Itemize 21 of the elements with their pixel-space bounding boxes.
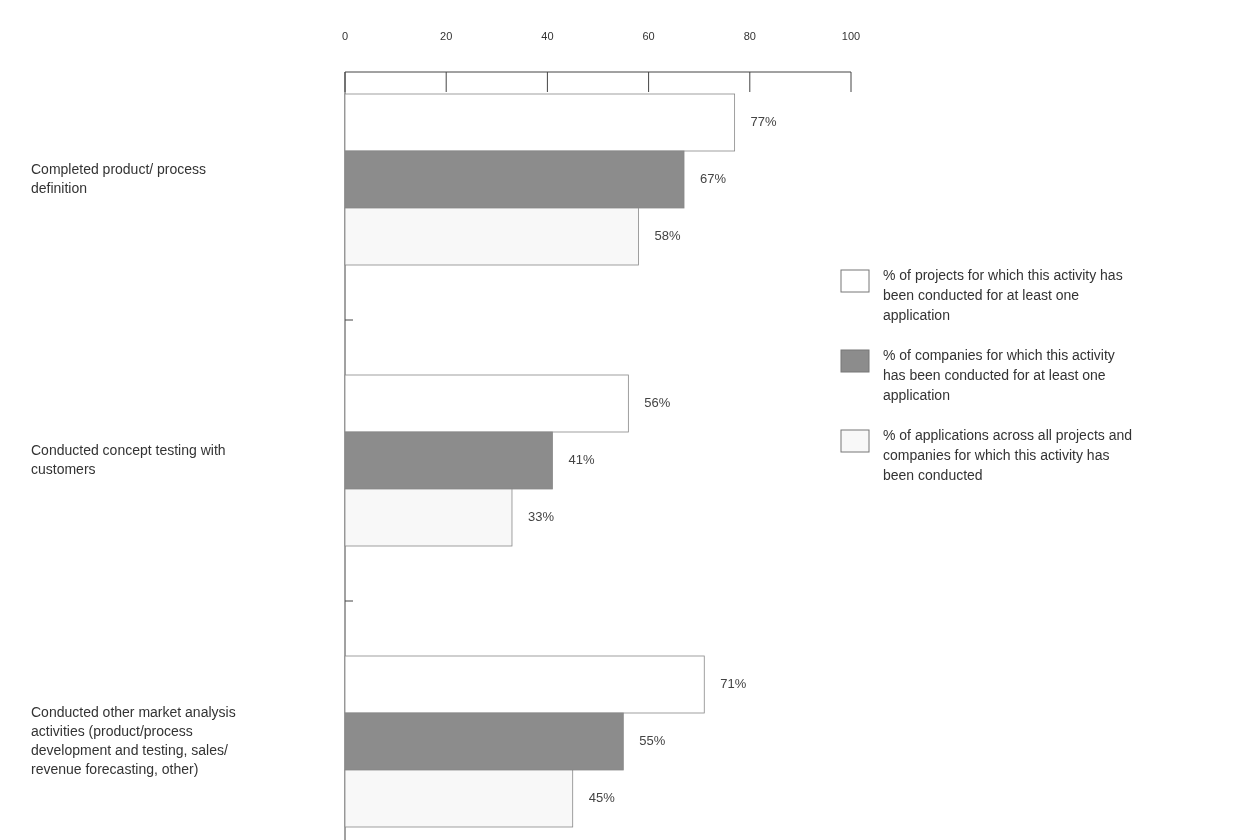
x-tick-label: 100 (841, 30, 861, 42)
data-label: 71% (720, 675, 747, 691)
x-tick-label: 20 (440, 30, 453, 42)
data-label: 41% (568, 451, 595, 467)
y-tick-label: Conducted concept testing with customers (31, 441, 226, 477)
y-tick-label: Completed product/ process definition (31, 160, 207, 196)
y-tick-label: Conducted other market analysis activities (product/process development and testing, sales/ revenue forecasting, other) (31, 703, 236, 777)
text: % of projects for which this activity has been conducted for at least one application (883, 267, 1123, 323)
x-tick-label: 0 (341, 30, 349, 42)
x-tick-label: 40 (541, 30, 554, 42)
data-label: 77% (750, 113, 778, 129)
x-tick-label: 80 (743, 30, 756, 42)
data-label: 33% (527, 508, 555, 524)
data-label: 67% (700, 170, 727, 186)
data-label: 56% (644, 394, 671, 410)
data-label: 58% (654, 227, 681, 243)
x-tick-label: 60 (642, 30, 655, 42)
data-label: 55% (639, 732, 666, 748)
data-label: 45% (588, 789, 616, 805)
legend-label: % of companies for which this activity has been conducted for at least one application (883, 347, 1115, 403)
text: % of applications across all projects and companies for which this activity has been conducted (883, 427, 1133, 483)
